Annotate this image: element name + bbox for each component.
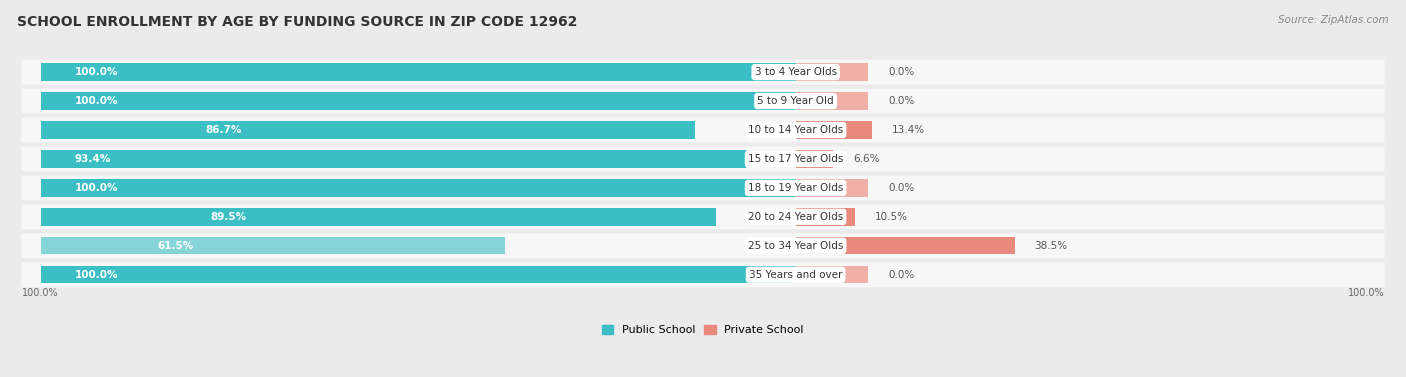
Text: 10.5%: 10.5% — [875, 212, 908, 222]
Text: 0.0%: 0.0% — [889, 96, 914, 106]
FancyBboxPatch shape — [21, 89, 1385, 113]
Text: 38.5%: 38.5% — [1035, 241, 1067, 251]
Bar — [41, 92, 796, 110]
FancyBboxPatch shape — [21, 60, 1385, 84]
Text: 15 to 17 Year Olds: 15 to 17 Year Olds — [748, 154, 844, 164]
Bar — [41, 150, 745, 168]
Text: SCHOOL ENROLLMENT BY AGE BY FUNDING SOURCE IN ZIP CODE 12962: SCHOOL ENROLLMENT BY AGE BY FUNDING SOUR… — [17, 15, 578, 29]
Bar — [796, 63, 869, 81]
FancyBboxPatch shape — [21, 118, 1385, 143]
Bar — [796, 179, 869, 196]
Text: 18 to 19 Year Olds: 18 to 19 Year Olds — [748, 183, 844, 193]
Bar — [796, 92, 869, 110]
Bar — [41, 121, 696, 139]
Bar — [41, 208, 717, 225]
Bar — [796, 121, 872, 139]
FancyBboxPatch shape — [21, 233, 1385, 258]
Text: 100.0%: 100.0% — [21, 288, 58, 298]
Bar — [796, 208, 855, 225]
Bar — [796, 150, 834, 168]
Text: 20 to 24 Year Olds: 20 to 24 Year Olds — [748, 212, 844, 222]
Text: 89.5%: 89.5% — [211, 212, 246, 222]
FancyBboxPatch shape — [21, 262, 1385, 287]
Bar — [41, 179, 796, 196]
Bar — [796, 237, 1015, 254]
Text: 13.4%: 13.4% — [891, 125, 925, 135]
Bar — [796, 266, 869, 284]
Text: 0.0%: 0.0% — [889, 183, 914, 193]
Text: 3 to 4 Year Olds: 3 to 4 Year Olds — [755, 67, 837, 77]
FancyBboxPatch shape — [21, 147, 1385, 172]
Text: 6.6%: 6.6% — [853, 154, 880, 164]
Text: Source: ZipAtlas.com: Source: ZipAtlas.com — [1278, 15, 1389, 25]
Text: 61.5%: 61.5% — [157, 241, 194, 251]
Text: 0.0%: 0.0% — [889, 67, 914, 77]
Text: 0.0%: 0.0% — [889, 270, 914, 280]
FancyBboxPatch shape — [21, 204, 1385, 229]
Text: 25 to 34 Year Olds: 25 to 34 Year Olds — [748, 241, 844, 251]
Text: 100.0%: 100.0% — [75, 96, 118, 106]
Text: 100.0%: 100.0% — [1348, 288, 1385, 298]
Text: 100.0%: 100.0% — [75, 67, 118, 77]
Text: 5 to 9 Year Old: 5 to 9 Year Old — [758, 96, 834, 106]
Text: 100.0%: 100.0% — [75, 270, 118, 280]
Text: 86.7%: 86.7% — [205, 125, 242, 135]
Text: 93.4%: 93.4% — [75, 154, 111, 164]
Bar — [41, 237, 505, 254]
Legend: Public School, Private School: Public School, Private School — [602, 325, 804, 336]
Bar — [41, 266, 796, 284]
Text: 10 to 14 Year Olds: 10 to 14 Year Olds — [748, 125, 844, 135]
Bar — [41, 63, 796, 81]
Text: 35 Years and over: 35 Years and over — [749, 270, 842, 280]
FancyBboxPatch shape — [21, 175, 1385, 200]
Text: 100.0%: 100.0% — [75, 183, 118, 193]
